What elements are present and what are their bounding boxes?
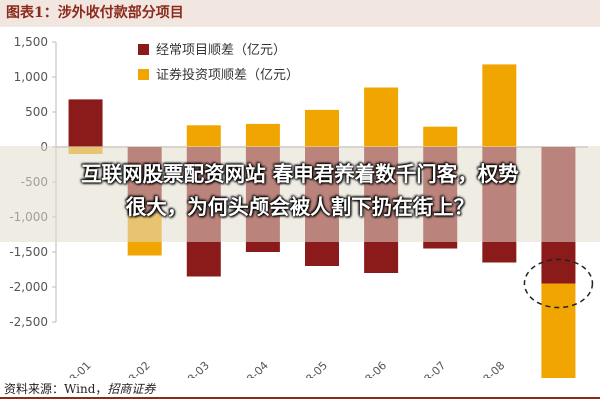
bottom-rule [0, 397, 600, 399]
source-brand: 招商证券 [107, 382, 156, 396]
x-tick-label: 2018-07 [407, 359, 449, 378]
x-tick-label: 2018-02 [111, 359, 153, 378]
figure-title: 图表1：涉外收付款部分项目 [0, 0, 600, 27]
overlay-band [0, 146, 600, 242]
y-tick-label: 1,000 [14, 70, 48, 84]
bar-securities-investment [305, 109, 339, 147]
x-tick-label: 2018-04 [229, 359, 271, 378]
bar-securities-investment [245, 123, 280, 147]
x-tick-label: 2018-08 [466, 359, 508, 378]
y-tick-label: -2,000 [9, 280, 48, 294]
x-tick-label: 2018-03 [170, 359, 212, 378]
y-tick-label: -2,500 [9, 315, 48, 329]
y-tick-label: -1,500 [9, 245, 48, 259]
overlay-headline: 互联网股票配资网站 春申君养着数千门客，权势 很大，为何头颅会被人割下扔在街上？ [0, 158, 600, 224]
x-tick-label: 2018-01 [52, 359, 94, 378]
source-note: 资料来源：Wind，招商证券 [4, 380, 155, 397]
x-tick-label: 2018-06 [348, 359, 390, 378]
source-label: 资料来源： [4, 382, 65, 396]
overlay-line-1: 互联网股票配资网站 春申君养着数千门客，权势 [81, 162, 519, 186]
source-wind: Wind， [64, 382, 108, 396]
x-tick-label: 2018-05 [288, 359, 330, 378]
legend-label: 经常项目顺差（亿元） [156, 43, 286, 58]
legend-label: 证券投资项顺差（亿元） [156, 67, 299, 83]
y-tick-label: 500 [25, 105, 48, 119]
bar-securities-investment [423, 126, 458, 147]
bar-securities-investment [482, 64, 517, 147]
y-tick-label: 1,500 [14, 35, 48, 49]
legend-swatch [138, 44, 149, 55]
bar-securities-investment [364, 87, 399, 147]
highlight-circle [523, 258, 594, 309]
bar-securities-investment [186, 125, 221, 147]
overlay-line-2: 很大，为何头颅会被人割下扔在街上？ [125, 195, 475, 219]
bar-current-account [68, 99, 103, 147]
bar-securities-investment [541, 283, 576, 378]
legend-swatch [138, 69, 149, 80]
